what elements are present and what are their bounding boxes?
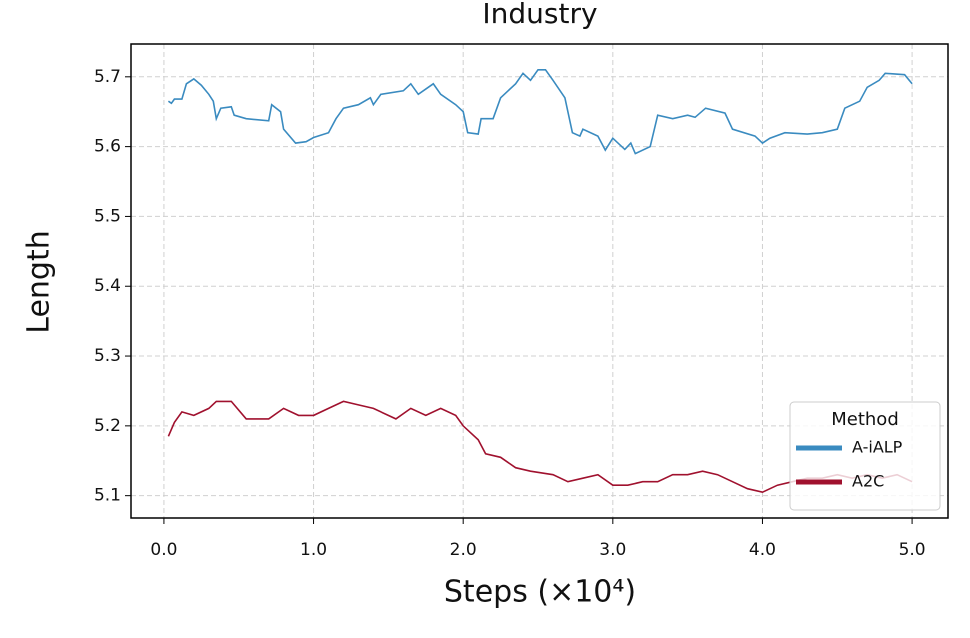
legend: Method A-iALP A2C <box>789 401 941 511</box>
x-tick-label: 4.0 <box>749 540 776 560</box>
y-tick-label: 5.1 <box>94 486 121 506</box>
legend-label: A-iALP <box>852 438 903 457</box>
plot-frame <box>130 43 949 519</box>
y-tick-label: 5.2 <box>94 416 121 436</box>
legend-label: A2C <box>852 472 884 491</box>
x-tick-label: 1.0 <box>300 540 327 560</box>
x-axis-label: Steps (×10⁴) <box>444 575 636 610</box>
x-tick-label: 2.0 <box>450 540 477 560</box>
x-tick-label: 0.0 <box>150 540 177 560</box>
data-line <box>167 400 913 494</box>
y-tick-label: 5.7 <box>94 67 121 87</box>
x-tick-label: 5.0 <box>899 540 926 560</box>
x-tick-label: 3.0 <box>599 540 626 560</box>
data-line <box>167 69 913 155</box>
legend-title: Method <box>831 409 899 430</box>
y-tick-label: 5.5 <box>94 206 121 226</box>
y-tick-label: 5.6 <box>94 137 121 157</box>
y-tick-label: 5.3 <box>94 346 121 366</box>
y-tick-label: 5.4 <box>94 276 121 296</box>
y-axis-label: Length <box>22 230 57 333</box>
chart-title: Industry <box>482 0 597 30</box>
